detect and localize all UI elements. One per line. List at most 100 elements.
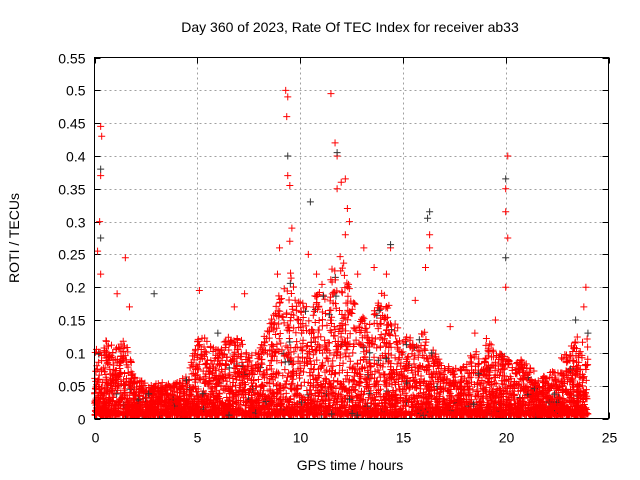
data-point-dense xyxy=(221,384,229,392)
data-point-dense xyxy=(259,371,267,379)
data-point-dense xyxy=(276,330,284,338)
data-point-dense xyxy=(575,349,583,357)
data-point-dense xyxy=(392,391,400,399)
data-point-dense xyxy=(224,396,232,404)
data-point-dense xyxy=(99,364,107,372)
data-point-dense xyxy=(277,390,285,398)
data-point-dense xyxy=(254,376,262,384)
data-point-dense xyxy=(350,385,358,393)
data-point-dense xyxy=(106,399,114,407)
data-point-dense xyxy=(497,386,505,394)
data-point-dense xyxy=(567,365,575,373)
data-point-dense xyxy=(231,341,239,349)
data-point-dense xyxy=(569,347,577,355)
data-point-dense xyxy=(269,352,277,360)
data-point-dense xyxy=(210,373,218,381)
data-point-dense xyxy=(254,355,262,363)
data-point-dense xyxy=(420,389,428,397)
data-point-dense xyxy=(309,311,317,319)
data-point-dense xyxy=(466,398,474,406)
data-point-dense xyxy=(377,385,385,393)
data-point-dense xyxy=(320,292,328,300)
data-point-dense xyxy=(402,341,410,349)
data-point-dense xyxy=(388,322,396,330)
data-point-dense xyxy=(583,335,591,343)
data-point-dense xyxy=(206,367,214,375)
chart-title: Day 360 of 2023, Rate Of TEC Index for r… xyxy=(181,19,519,35)
data-point-dense xyxy=(341,385,349,393)
data-point-dense xyxy=(285,324,293,332)
data-point-dense xyxy=(416,380,424,388)
data-point-dense xyxy=(421,346,429,354)
data-point-dense xyxy=(364,399,372,407)
data-point-dense xyxy=(176,405,184,413)
data-point-dense xyxy=(374,325,382,333)
data-point-dense xyxy=(375,369,383,377)
data-point-dense xyxy=(91,348,99,356)
data-point-dense xyxy=(482,335,490,343)
data-point-dense xyxy=(297,382,305,390)
data-point-dense xyxy=(399,348,407,356)
data-point-dense xyxy=(107,341,115,349)
data-point-dense xyxy=(220,338,228,346)
data-point-dense xyxy=(284,321,292,329)
data-point-dense xyxy=(196,376,204,384)
data-point-dense xyxy=(238,340,246,348)
data-point-dense xyxy=(576,348,584,356)
data-point-dense xyxy=(297,367,305,375)
data-point-dense xyxy=(437,361,445,369)
data-point-dense xyxy=(332,292,340,300)
data-point-dense xyxy=(214,376,222,384)
data-point-dense xyxy=(179,375,187,383)
data-point-dense xyxy=(279,313,287,321)
data-point-dense xyxy=(489,346,497,354)
data-point-dense xyxy=(286,279,294,287)
data-point-dense xyxy=(318,322,326,330)
data-point-dense xyxy=(567,342,575,350)
y-tick-label: 0.2 xyxy=(66,280,86,296)
y-tick-label: 0.05 xyxy=(58,379,85,395)
data-point-dense xyxy=(356,378,364,386)
data-point-dense xyxy=(391,320,399,328)
data-point-dense xyxy=(470,353,478,361)
data-point-dense xyxy=(325,339,333,347)
data-point-dense xyxy=(299,313,307,321)
data-point-dense xyxy=(361,374,369,382)
data-point-dense xyxy=(237,401,245,409)
data-point-dense xyxy=(333,287,341,295)
data-point-dense xyxy=(302,397,310,405)
data-point-dense xyxy=(211,365,219,373)
data-point-dense xyxy=(495,385,503,393)
data-point-dense xyxy=(354,360,362,368)
data-point-dense xyxy=(362,324,370,332)
data-point-dense xyxy=(272,381,280,389)
data-point-dense xyxy=(365,389,373,397)
data-point-dense xyxy=(283,373,291,381)
data-point-dense xyxy=(416,348,424,356)
data-point-dense xyxy=(233,372,241,380)
data-point-dense xyxy=(324,346,332,354)
data-point-dense xyxy=(331,326,339,334)
data-point-dense xyxy=(273,368,281,376)
data-point-dense xyxy=(263,327,271,335)
data-point-dense xyxy=(312,346,320,354)
data-point-dense xyxy=(209,363,217,371)
data-point-dense xyxy=(506,373,514,381)
data-point-dense xyxy=(371,310,379,318)
data-point-dense xyxy=(113,359,121,367)
y-axis-label: ROTI / TECUs xyxy=(6,193,22,283)
data-point-dense xyxy=(196,341,204,349)
data-point-dense xyxy=(383,389,391,397)
data-point-dense xyxy=(347,297,355,305)
data-point-dense xyxy=(376,354,384,362)
data-point-dense xyxy=(504,375,512,383)
data-point-dense xyxy=(276,298,284,306)
data-point-dense xyxy=(393,360,401,368)
data-point-dense xyxy=(280,319,288,327)
data-point-dense xyxy=(580,373,588,381)
data-point-dense xyxy=(105,360,113,368)
data-point-dense xyxy=(311,319,319,327)
data-point-dense xyxy=(383,406,391,414)
data-point-dense xyxy=(334,342,342,350)
data-point-dense xyxy=(285,348,293,356)
